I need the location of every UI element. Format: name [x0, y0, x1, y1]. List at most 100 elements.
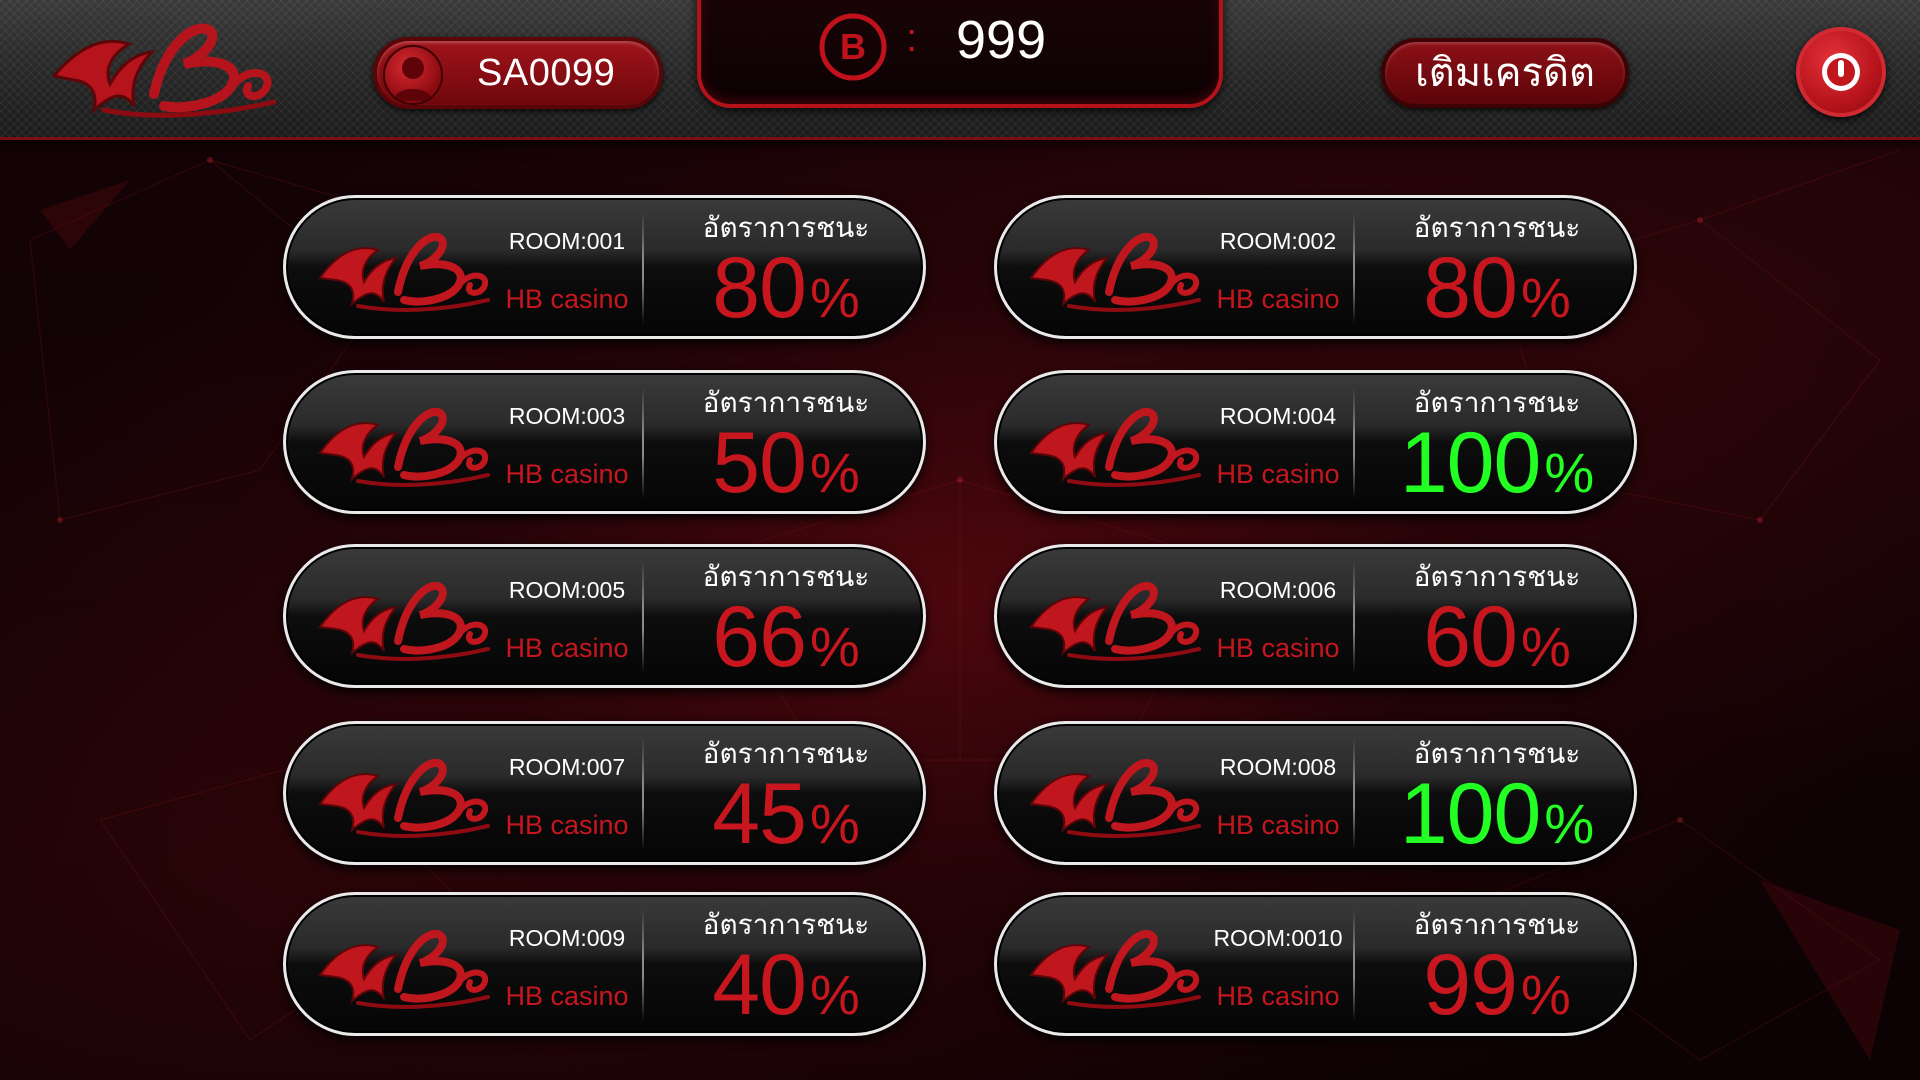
win-rate-value: 99 [1423, 937, 1518, 1033]
win-rate-label: อัตราการชนะ [1413, 212, 1581, 243]
hb-room-logo [318, 233, 490, 312]
room-card-3[interactable]: ROOM:003 HB casino อัตราการชนะ 50% [283, 370, 926, 514]
win-rate-value: 100 [1399, 415, 1541, 511]
win-rate-value: 80 [712, 240, 807, 336]
win-rate: 40% [646, 935, 923, 1033]
room-divider [642, 909, 644, 1021]
win-rate: 80% [646, 238, 923, 336]
win-rate: 66% [646, 587, 923, 685]
room-card-1[interactable]: ROOM:001 HB casino อัตราการชนะ 80% [283, 195, 926, 339]
hb-room-logo [318, 408, 490, 487]
win-rate-label: อัตราการชนะ [1413, 387, 1581, 418]
win-rate-unit: % [809, 792, 860, 855]
hb-room-logo [1029, 233, 1201, 312]
hb-room-logo [1029, 408, 1201, 487]
logout-button[interactable] [1796, 27, 1886, 117]
topup-credit-label: เติมเครดิต [1415, 51, 1595, 95]
room-number: ROOM:005 [508, 577, 626, 603]
win-rate-value: 45 [712, 766, 807, 862]
room-card-9[interactable]: ROOM:009 HB casino อัตราการชนะ 40% [283, 892, 926, 1036]
win-rate-label: อัตราการชนะ [702, 212, 870, 243]
room-number: ROOM:007 [508, 754, 626, 780]
win-rate-label: อัตราการชนะ [702, 561, 870, 592]
balance-value: 999 [956, 10, 1047, 70]
win-rate-unit: % [809, 266, 860, 329]
room-card-10[interactable]: ROOM:0010 HB casino อัตราการชนะ 99% [994, 892, 1637, 1036]
room-divider [1353, 909, 1355, 1021]
room-brand: HB casino [505, 459, 629, 489]
win-rate-label: อัตราการชนะ [702, 738, 870, 769]
room-brand: HB casino [1216, 981, 1340, 1011]
room-brand: HB casino [1216, 284, 1340, 314]
room-number: ROOM:008 [1219, 754, 1337, 780]
room-divider [642, 387, 644, 499]
win-rate-label: อัตราการชนะ [1413, 738, 1581, 769]
room-number: ROOM:002 [1219, 228, 1337, 254]
user-id: SA0099 [477, 52, 616, 94]
win-rate-value: 60 [1423, 589, 1518, 685]
room-number: ROOM:009 [508, 925, 626, 951]
win-rate-value: 80 [1423, 240, 1518, 336]
room-divider [642, 561, 644, 673]
win-rate-label: อัตราการชนะ [1413, 561, 1581, 592]
win-rate-unit: % [809, 963, 860, 1026]
win-rate: 100% [1357, 764, 1634, 862]
hb-room-logo [318, 759, 490, 838]
room-card-5[interactable]: ROOM:005 HB casino อัตราการชนะ 66% [283, 544, 926, 688]
balance-panel: B : 999 [697, 0, 1223, 108]
room-number: ROOM:003 [508, 403, 626, 429]
win-rate-label: อัตราการชนะ [1413, 909, 1581, 940]
hb-room-logo [1029, 759, 1201, 838]
room-divider [642, 212, 644, 324]
win-rate-unit: % [1520, 615, 1571, 678]
hb-logo [51, 23, 277, 118]
win-rate: 60% [1357, 587, 1634, 685]
top-bar: SA0099 B : 999 เติมเครดิต [0, 0, 1920, 140]
room-number: ROOM:004 [1219, 403, 1337, 429]
win-rate-unit: % [809, 441, 860, 504]
win-rate: 45% [646, 764, 923, 862]
room-card-8[interactable]: ROOM:008 HB casino อัตราการชนะ 100% [994, 721, 1637, 865]
win-rate-value: 100 [1399, 766, 1541, 862]
room-divider [1353, 387, 1355, 499]
hb-room-logo [318, 930, 490, 1009]
hb-room-logo [1029, 930, 1201, 1009]
room-brand: HB casino [505, 633, 629, 663]
win-rate: 99% [1357, 935, 1634, 1033]
hb-room-logo [1029, 582, 1201, 661]
room-brand: HB casino [1216, 459, 1340, 489]
win-rate-value: 40 [712, 937, 807, 1033]
user-avatar-icon [383, 45, 443, 105]
room-brand: HB casino [1216, 633, 1340, 663]
room-brand: HB casino [505, 981, 629, 1011]
win-rate-label: อัตราการชนะ [702, 909, 870, 940]
win-rate-unit: % [1520, 266, 1571, 329]
win-rate: 50% [646, 413, 923, 511]
room-divider [1353, 212, 1355, 324]
hb-room-logo [318, 582, 490, 661]
room-card-7[interactable]: ROOM:007 HB casino อัตราการชนะ 45% [283, 721, 926, 865]
room-number: ROOM:001 [508, 228, 626, 254]
power-icon [1822, 53, 1860, 91]
room-card-2[interactable]: ROOM:002 HB casino อัตราการชนะ 80% [994, 195, 1637, 339]
room-divider [642, 738, 644, 850]
win-rate-value: 66 [712, 589, 807, 685]
currency-symbol: B [840, 26, 866, 67]
room-brand: HB casino [505, 810, 629, 840]
win-rate-label: อัตราการชนะ [702, 387, 870, 418]
user-account[interactable]: SA0099 [373, 37, 663, 109]
win-rate: 80% [1357, 238, 1634, 336]
currency-coin-icon: B [819, 13, 887, 81]
room-number: ROOM:006 [1219, 577, 1337, 603]
room-number: ROOM:0010 [1213, 925, 1343, 951]
balance-separator: : [906, 16, 918, 60]
room-brand: HB casino [505, 284, 629, 314]
win-rate-unit: % [1520, 963, 1571, 1026]
room-card-6[interactable]: ROOM:006 HB casino อัตราการชนะ 60% [994, 544, 1637, 688]
topup-credit-button[interactable]: เติมเครดิต [1381, 38, 1629, 108]
win-rate: 100% [1357, 413, 1634, 511]
room-card-4[interactable]: ROOM:004 HB casino อัตราการชนะ 100% [994, 370, 1637, 514]
room-divider [1353, 738, 1355, 850]
